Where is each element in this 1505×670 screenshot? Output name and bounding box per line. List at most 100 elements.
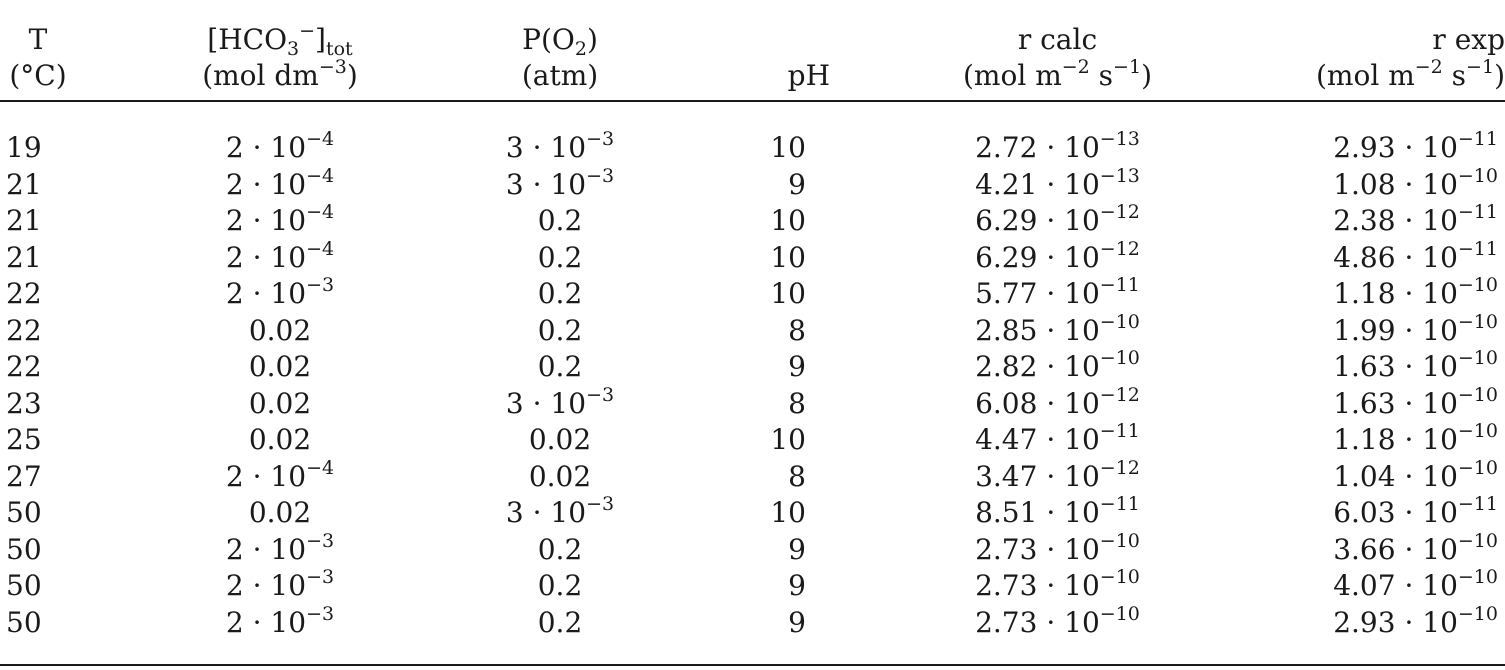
cell-rate-experimental: 1.63 · 10−10 — [1333, 347, 1498, 384]
cell-rate-experimental: 6.03 · 10−11 — [1333, 493, 1498, 530]
cell-bicarbonate: 0.02 — [248, 313, 312, 347]
cell-rate-experimental: 1.18 · 10−10 — [1333, 274, 1498, 311]
table-header: T (°C) [HCO3−]tot (mol dm−3) P(O2) (atm)… — [0, 0, 1505, 100]
cell-rate-experimental: 1.04 · 10−10 — [1333, 456, 1498, 493]
bottom-rule — [0, 664, 1505, 666]
header-rule — [0, 100, 1505, 102]
cell-oxygen-pressure: 0.2 — [537, 569, 583, 602]
cell-rate-calculated: 2.73 · 10−10 — [975, 602, 1140, 639]
cell-oxygen-pressure: 0.2 — [537, 240, 583, 274]
cell-bicarbonate: 2 · 10−4 — [225, 456, 335, 493]
table-row: 19 2 · 10−4 3 · 10−3 10 2.72 · 10−13 2.93 · 1… — [0, 130, 1505, 167]
cell-bicarbonate: 2 · 10−3 — [225, 602, 335, 639]
cell-bicarbonate: 2 · 10−3 — [225, 529, 335, 566]
cell-temperature: 21 — [6, 240, 42, 274]
table-row: 21 2 · 10−4 0.2 10 6.29 · 10−12 4.86 · 10−11 — [0, 237, 1505, 277]
table-row: 50 2 · 10−3 0.2 9 2.73 · 10−10 4.07 · 10−10 — [0, 568, 1505, 605]
cell-bicarbonate: 0.02 — [248, 423, 312, 456]
cell-bicarbonate: 2 · 10−4 — [225, 201, 335, 238]
cell-rate-experimental: 3.66 · 10−10 — [1333, 529, 1498, 566]
cell-oxygen-pressure: 3 · 10−3 — [505, 164, 615, 201]
header-temperature: T (°C) — [8, 22, 68, 94]
cell-rate-calculated: 2.85 · 10−10 — [975, 310, 1140, 347]
cell-temperature: 22 — [6, 277, 42, 310]
header-bicarbonate-label: [HCO3−]tot — [207, 20, 353, 60]
cell-oxygen-pressure: 3 · 10−3 — [505, 493, 615, 530]
table-row: 22 0.02 0.2 9 2.82 · 10−10 1.63 · 10−10 — [0, 349, 1505, 386]
cell-rate-calculated: 2.73 · 10−10 — [975, 529, 1140, 566]
header-oxygen-pressure-label: P(O2) — [522, 23, 598, 60]
cell-temperature: 25 — [6, 423, 42, 456]
cell-rate-calculated: 5.77 · 10−11 — [975, 274, 1140, 311]
cell-rate-experimental: 1.99 · 10−10 — [1333, 310, 1498, 347]
cell-temperature: 22 — [6, 350, 42, 383]
cell-temperature: 50 — [6, 605, 42, 639]
table-row: 21 2 · 10−4 0.2 10 6.29 · 10−12 2.38 · 10−11 — [0, 203, 1505, 240]
header-rate-calculated-label: r calc — [1017, 23, 1098, 56]
header-rate-experimental-unit: (mol m−2 s−1) — [1316, 56, 1505, 93]
cell-rate-calculated: 6.08 · 10−12 — [975, 383, 1140, 420]
cell-ph: 10 — [770, 204, 806, 237]
cell-rate-calculated: 2.82 · 10−10 — [975, 347, 1140, 384]
cell-oxygen-pressure: 0.2 — [537, 277, 583, 310]
cell-oxygen-pressure: 0.2 — [537, 350, 583, 383]
header-temperature-unit: (°C) — [9, 59, 67, 92]
cell-ph: 10 — [770, 240, 806, 274]
header-rate-calculated-unit: (mol m−2 s−1) — [963, 56, 1152, 93]
header-bicarbonate: [HCO3−]tot (mol dm−3) — [175, 22, 385, 94]
cell-temperature: 50 — [6, 569, 42, 602]
cell-ph: 10 — [770, 496, 806, 529]
cell-rate-calculated: 2.72 · 10−13 — [975, 128, 1140, 165]
cell-oxygen-pressure: 0.02 — [528, 423, 592, 456]
cell-ph: 9 — [788, 569, 806, 602]
table-row: 50 2 · 10−3 0.2 9 2.73 · 10−10 2.93 · 10−10 — [0, 602, 1505, 642]
header-bicarbonate-unit: (mol dm−3) — [202, 56, 358, 93]
cell-bicarbonate: 2 · 10−4 — [225, 237, 335, 274]
cell-temperature: 50 — [6, 532, 42, 566]
cell-oxygen-pressure: 0.2 — [537, 313, 583, 347]
cell-temperature: 27 — [6, 459, 42, 493]
table-body: 19 2 · 10−4 3 · 10−3 10 2.72 · 10−13 2.93 · 1… — [0, 130, 1505, 641]
cell-oxygen-pressure: 0.02 — [528, 459, 592, 493]
header-ph-label: pH — [787, 59, 830, 92]
cell-bicarbonate: 2 · 10−4 — [225, 164, 335, 201]
cell-bicarbonate: 0.02 — [248, 386, 312, 420]
cell-ph: 10 — [770, 423, 806, 456]
cell-oxygen-pressure: 0.2 — [537, 605, 583, 639]
cell-temperature: 19 — [6, 131, 42, 164]
cell-rate-calculated: 6.29 · 10−12 — [975, 237, 1140, 274]
cell-oxygen-pressure: 0.2 — [537, 204, 583, 237]
table-row: 23 0.02 3 · 10−3 8 6.08 · 10−12 1.63 · 10−10 — [0, 383, 1505, 423]
cell-rate-calculated: 6.29 · 10−12 — [975, 201, 1140, 238]
header-temperature-label: T — [28, 23, 48, 56]
cell-rate-calculated: 3.47 · 10−12 — [975, 456, 1140, 493]
cell-rate-calculated: 8.51 · 10−11 — [975, 493, 1140, 530]
cell-rate-experimental: 2.93 · 10−10 — [1333, 602, 1498, 639]
cell-oxygen-pressure: 3 · 10−3 — [505, 383, 615, 420]
cell-ph: 9 — [788, 605, 806, 639]
header-ph: pH — [760, 58, 830, 94]
cell-rate-experimental: 4.07 · 10−10 — [1333, 566, 1498, 603]
cell-ph: 9 — [788, 167, 806, 201]
cell-ph: 10 — [770, 277, 806, 310]
table-row: 50 0.02 3 · 10−3 10 8.51 · 10−11 6.03 · 10−11 — [0, 495, 1505, 532]
cell-temperature: 23 — [6, 386, 42, 420]
header-rate-calculated: r calc (mol m−2 s−1) — [935, 22, 1180, 94]
cell-rate-experimental: 1.18 · 10−10 — [1333, 420, 1498, 457]
cell-bicarbonate: 0.02 — [248, 496, 312, 529]
cell-temperature: 21 — [6, 204, 42, 237]
table-row: 22 0.02 0.2 8 2.85 · 10−10 1.99 · 10−10 — [0, 310, 1505, 350]
cell-rate-experimental: 4.86 · 10−11 — [1333, 237, 1498, 274]
cell-ph: 8 — [788, 313, 806, 347]
cell-rate-experimental: 2.93 · 10−11 — [1333, 128, 1498, 165]
cell-rate-calculated: 2.73 · 10−10 — [975, 566, 1140, 603]
table-row: 22 2 · 10−3 0.2 10 5.77 · 10−11 1.18 · 10−10 — [0, 276, 1505, 313]
cell-oxygen-pressure: 3 · 10−3 — [505, 128, 615, 165]
cell-rate-experimental: 1.63 · 10−10 — [1333, 383, 1498, 420]
cell-bicarbonate: 0.02 — [248, 350, 312, 383]
cell-temperature: 21 — [6, 167, 42, 201]
cell-bicarbonate: 2 · 10−4 — [225, 128, 335, 165]
header-rate-experimental: r exp (mol m−2 s−1) — [1290, 22, 1505, 94]
table-row: 25 0.02 0.02 10 4.47 · 10−11 1.18 · 10−10 — [0, 422, 1505, 459]
cell-ph: 9 — [788, 350, 806, 383]
